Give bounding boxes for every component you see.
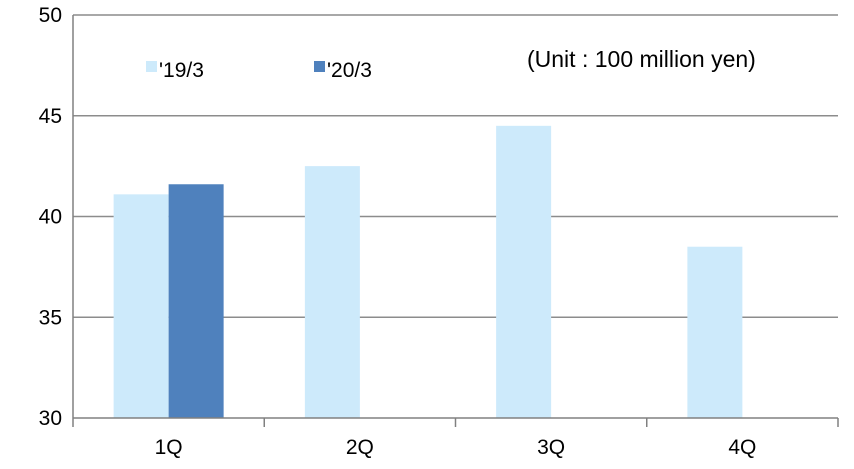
x-axis-ticks xyxy=(72,418,839,427)
bar-series-1-1Q xyxy=(113,194,169,418)
bar-series-1-4Q xyxy=(687,246,743,418)
bar-series-1-3Q xyxy=(496,125,552,418)
y-tick-label: 30 xyxy=(39,407,62,430)
legend-label-series-1: '19/3 xyxy=(159,59,204,82)
x-tick-label: 1Q xyxy=(155,436,183,459)
bar-series-2-1Q xyxy=(168,184,224,418)
x-tick-label: 3Q xyxy=(537,436,565,459)
legend: '19/3 '20/3 xyxy=(146,59,372,82)
y-axis-tick-labels: 30 35 40 45 50 xyxy=(39,4,62,430)
y-tick-label: 35 xyxy=(39,306,62,329)
y-tick-label: 45 xyxy=(39,105,62,128)
y-tick-label: 40 xyxy=(39,206,62,229)
legend-label-series-2: '20/3 xyxy=(327,59,372,82)
unit-label: (Unit : 100 million yen) xyxy=(527,46,756,72)
x-tick-label: 2Q xyxy=(346,436,374,459)
x-tick-label: 4Q xyxy=(728,436,756,459)
bar-series-1-2Q xyxy=(304,166,360,418)
legend-swatch-series-1 xyxy=(146,61,157,72)
y-tick-label: 50 xyxy=(39,4,62,27)
x-axis-tick-labels: 1Q 2Q 3Q 4Q xyxy=(155,436,757,459)
legend-swatch-series-2 xyxy=(314,61,325,72)
bars xyxy=(113,125,743,418)
